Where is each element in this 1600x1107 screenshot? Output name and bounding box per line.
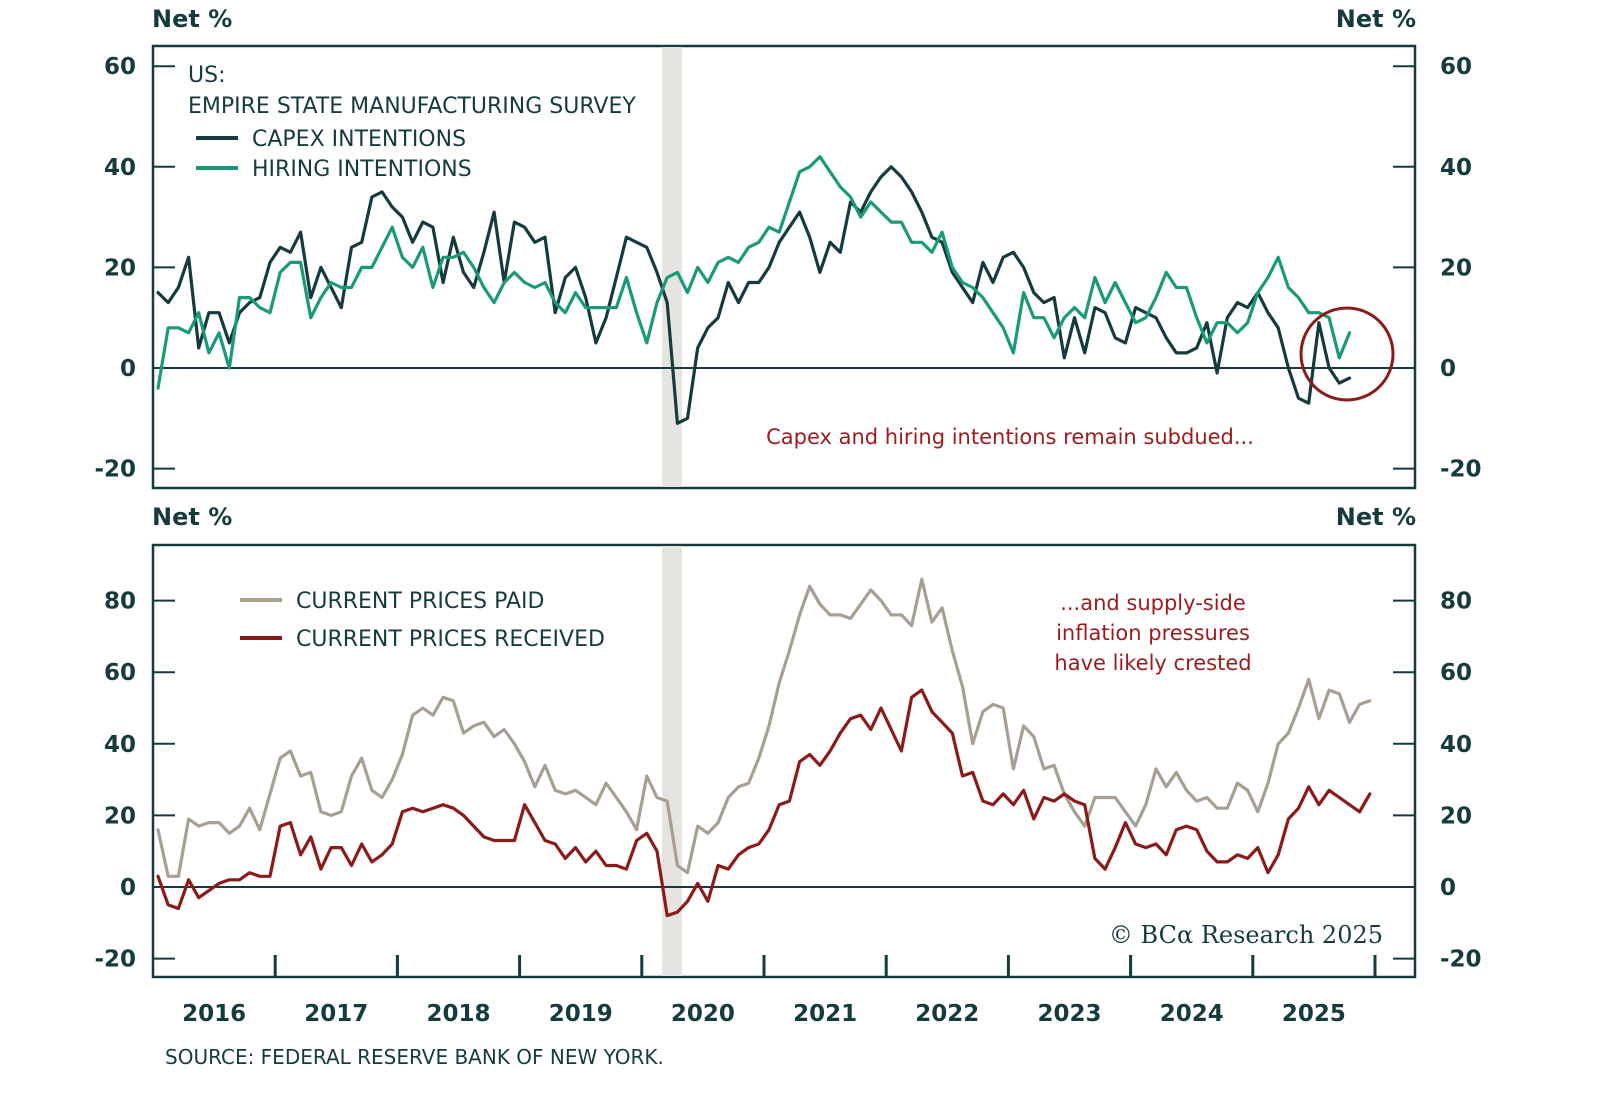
top-series-capex-intentions (156, 165, 1352, 425)
bottom-right-tick-label: 40 (1440, 732, 1472, 758)
legend-label-hiring: HIRING INTENTIONS (252, 157, 472, 182)
source-note: SOURCE: FEDERAL RESERVE BANK OF NEW YORK… (165, 1045, 664, 1069)
top-left-tick-label: 40 (104, 155, 136, 181)
bottom-right-unit-label: Net % (1336, 503, 1416, 531)
x-tick-label: 2023 (1037, 1001, 1101, 1027)
x-tick-label: 2021 (793, 1001, 857, 1027)
bottom-annotation-line3: have likely crested (1054, 651, 1251, 675)
bottom-right-tick-label: 80 (1440, 589, 1472, 615)
bottom-right-tick-label: 60 (1440, 660, 1472, 686)
x-tick-label: 2020 (671, 1001, 735, 1027)
bottom-left-tick-label: 20 (104, 803, 136, 829)
x-tick-label: 2016 (182, 1001, 246, 1027)
x-tick-label: 2024 (1160, 1001, 1224, 1027)
top-annotation: Capex and hiring intentions remain subdu… (766, 425, 1254, 449)
legend-label-prices-paid: CURRENT PRICES PAID (296, 589, 544, 614)
highlight-circle (1299, 306, 1395, 402)
x-tick-label: 2019 (549, 1001, 613, 1027)
top-right-unit-label: Net % (1336, 5, 1416, 33)
x-tick-label: 2022 (915, 1001, 979, 1027)
bottom-left-tick-label: 80 (104, 589, 136, 615)
top-right-tick-label: 60 (1440, 54, 1472, 80)
bottom-left-unit-label: Net % (152, 503, 232, 531)
top-left-unit-label: Net % (152, 5, 232, 33)
x-tick-label: 2017 (304, 1001, 368, 1027)
bottom-right-tick-label: 20 (1440, 803, 1472, 829)
bottom-left-tick-label: -20 (94, 947, 136, 973)
top-left-tick-label: -20 (94, 457, 136, 483)
bottom-series-current-prices-paid (156, 577, 1372, 878)
top-left-tick-label: 60 (104, 54, 136, 80)
x-tick-label: 2025 (1282, 1001, 1346, 1027)
top-left-tick-label: 20 (104, 255, 136, 281)
brand-watermark: © BCα Research 2025 (1109, 921, 1383, 949)
bottom-left-tick-label: 0 (120, 875, 136, 901)
legend-label-prices-received: CURRENT PRICES RECEIVED (296, 627, 605, 652)
bottom-annotation-line1: ...and supply-side (1060, 591, 1246, 615)
legend-label-capex: CAPEX INTENTIONS (252, 127, 466, 152)
bottom-annotation-line2: inflation pressures (1056, 621, 1250, 645)
top-chart-title-line1: US: (188, 63, 225, 88)
top-recession-shading (662, 47, 682, 487)
top-right-tick-label: 0 (1440, 356, 1456, 382)
top-right-tick-label: 40 (1440, 155, 1472, 181)
bottom-right-tick-label: -20 (1440, 947, 1482, 973)
bottom-recession-shading (662, 546, 682, 976)
bottom-left-tick-label: 40 (104, 732, 136, 758)
top-chart-title-line2: EMPIRE STATE MANUFACTURING SURVEY (188, 94, 636, 119)
x-tick-label: 2018 (426, 1001, 490, 1027)
top-left-tick-label: 0 (120, 356, 136, 382)
bottom-left-tick-label: 60 (104, 660, 136, 686)
top-series-hiring-intentions (156, 155, 1352, 390)
bottom-right-tick-label: 0 (1440, 875, 1456, 901)
top-right-tick-label: -20 (1440, 457, 1482, 483)
bottom-series-current-prices-received (156, 688, 1372, 918)
top-right-tick-label: 20 (1440, 255, 1472, 281)
bottom-panel-frame (151, 543, 1417, 979)
